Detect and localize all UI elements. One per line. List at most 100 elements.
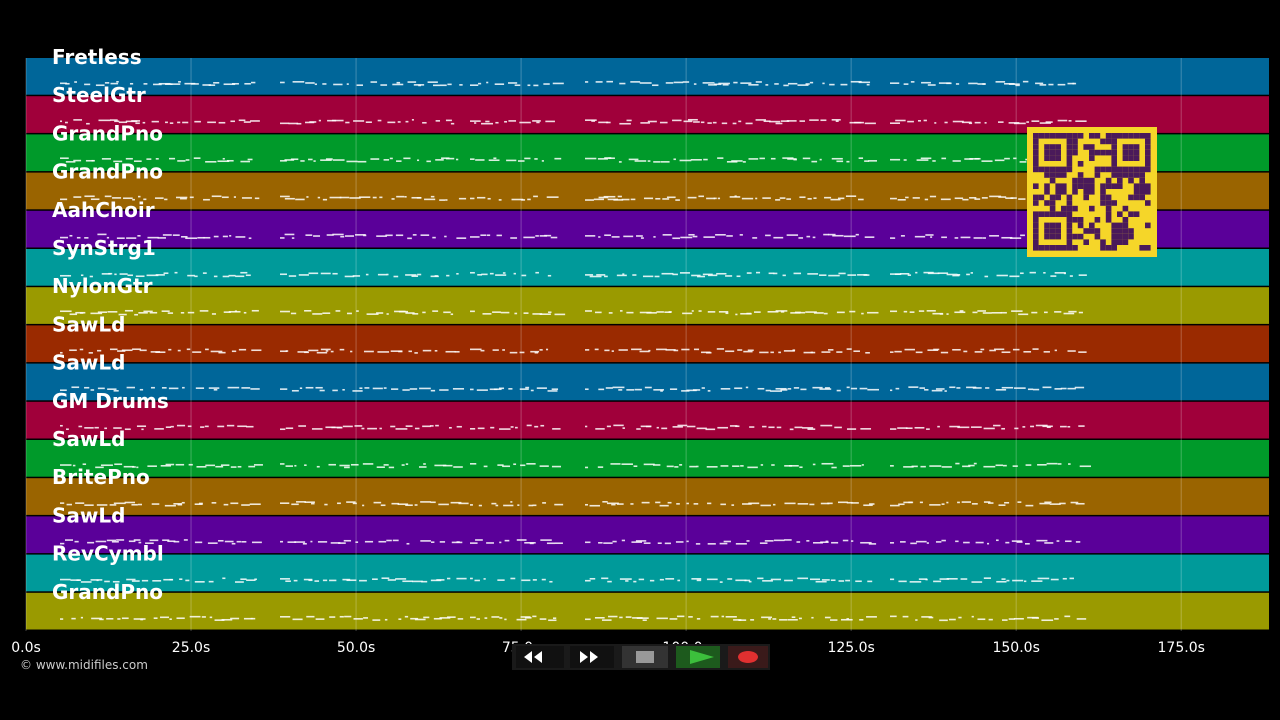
note: [995, 464, 1003, 467]
note: [443, 311, 451, 314]
rewind-icon: [524, 651, 542, 663]
note: [786, 198, 792, 200]
note: [667, 501, 672, 504]
forward-button[interactable]: [570, 646, 614, 668]
note: [250, 617, 256, 620]
note: [971, 615, 974, 618]
note: [952, 348, 961, 351]
note: [74, 81, 78, 83]
note: [470, 504, 473, 506]
note: [898, 503, 905, 506]
qr-cell: [1122, 205, 1129, 212]
note: [182, 121, 189, 124]
note: [939, 578, 950, 580]
qr-cell: [1049, 144, 1056, 150]
qr-cell: [1122, 222, 1129, 229]
note: [376, 235, 387, 237]
note: [180, 197, 187, 200]
note: [101, 273, 111, 275]
note: [647, 120, 657, 123]
note: [284, 159, 295, 161]
note: [869, 503, 875, 505]
note: [84, 504, 94, 506]
note: [867, 388, 880, 391]
note: [408, 350, 412, 353]
note: [372, 196, 377, 199]
note: [820, 119, 827, 122]
note: [719, 542, 728, 545]
note: [290, 158, 299, 161]
forward-icon: [580, 651, 598, 663]
note: [647, 160, 651, 162]
note: [285, 427, 294, 430]
qr-cell: [1049, 149, 1056, 156]
play-button[interactable]: [676, 646, 720, 668]
note: [612, 386, 625, 389]
note: [897, 427, 908, 429]
note: [955, 462, 960, 465]
note: [363, 350, 374, 353]
note: [983, 577, 991, 579]
note: [492, 311, 501, 313]
note: [521, 579, 531, 582]
note: [367, 427, 377, 430]
note: [689, 465, 697, 468]
note: [293, 579, 298, 582]
note: [598, 196, 609, 199]
note: [176, 424, 186, 427]
note: [356, 310, 359, 312]
note: [160, 464, 172, 467]
note: [316, 351, 328, 354]
note: [325, 158, 333, 160]
note: [504, 120, 508, 123]
note: [243, 311, 247, 314]
record-button[interactable]: [728, 646, 768, 668]
note: [702, 82, 715, 84]
note: [405, 425, 413, 427]
track-lane: [26, 440, 1269, 477]
rewind-button[interactable]: [516, 646, 564, 668]
note: [895, 387, 900, 390]
note: [708, 84, 717, 86]
note: [734, 195, 737, 197]
note: [957, 501, 960, 504]
grid: [25, 58, 1182, 631]
note: [190, 83, 199, 85]
note: [280, 160, 287, 162]
note: [340, 235, 345, 238]
note: [285, 465, 294, 467]
qr-cell: [1055, 245, 1061, 251]
note: [662, 234, 672, 236]
note: [606, 425, 611, 428]
note: [594, 617, 605, 619]
note: [207, 542, 218, 544]
note: [149, 539, 159, 542]
note: [591, 120, 596, 122]
note: [968, 464, 975, 467]
note: [621, 463, 633, 465]
note: [810, 351, 814, 354]
note: [603, 542, 613, 544]
qr-cell: [1044, 233, 1050, 240]
note: [759, 351, 769, 354]
note: [411, 196, 422, 199]
note: [805, 83, 810, 85]
note: [147, 465, 157, 467]
note: [362, 504, 365, 507]
note: [846, 501, 853, 504]
note: [679, 159, 692, 162]
note: [343, 539, 352, 542]
stop-button[interactable]: [622, 646, 668, 668]
note: [519, 351, 525, 354]
qr-cell: [1089, 183, 1095, 189]
note: [386, 539, 392, 542]
qr-cell: [1055, 144, 1061, 150]
note: [664, 311, 672, 314]
note: [319, 389, 325, 392]
stop-icon: [636, 651, 654, 663]
note: [370, 158, 380, 160]
note: [955, 83, 960, 85]
note: [1001, 578, 1006, 580]
note: [292, 81, 305, 83]
note: [329, 196, 342, 199]
